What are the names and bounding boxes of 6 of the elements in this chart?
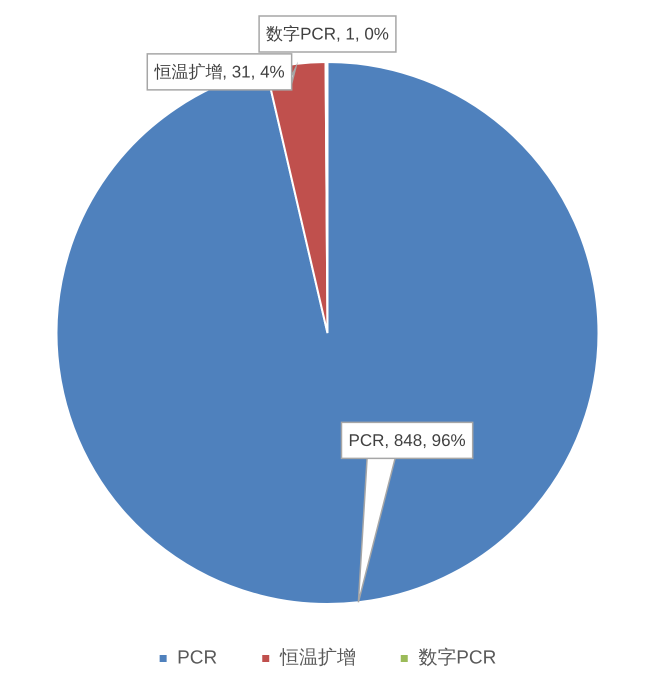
data-label: 数字PCR, 1, 0% (266, 24, 389, 44)
data-label: PCR, 848, 96% (348, 431, 466, 450)
data-label: 恒温扩增, 31, 4% (153, 62, 285, 82)
legend-label: PCR (177, 648, 218, 669)
legend-label: 数字PCR (418, 646, 496, 669)
legend-label: 恒温扩增 (278, 646, 356, 669)
